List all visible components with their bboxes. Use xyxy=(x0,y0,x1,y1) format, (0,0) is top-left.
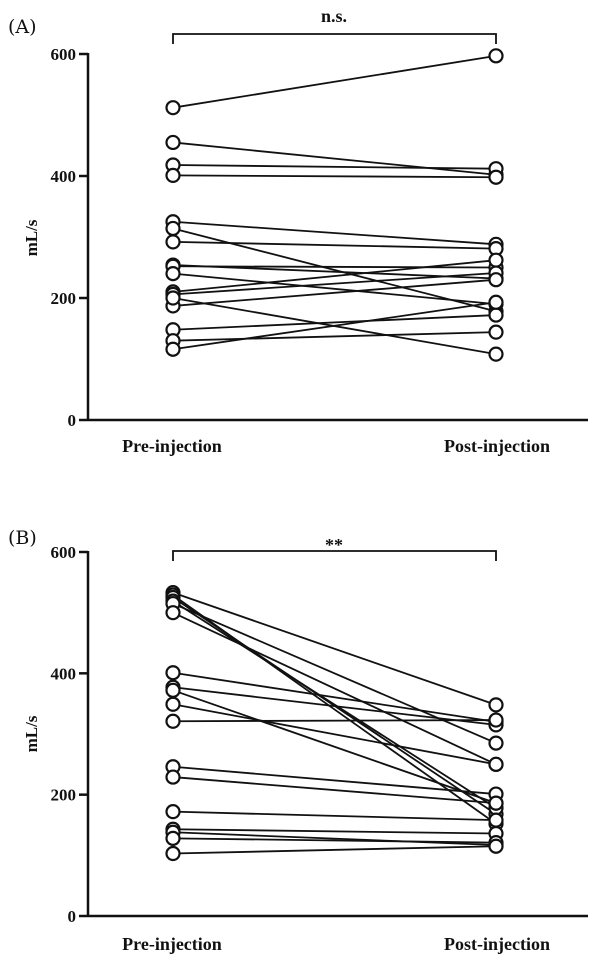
panel-a-pair-line-11 xyxy=(172,272,497,296)
panel-b: (B) mL/s Pre-injection Post-injection **… xyxy=(8,527,588,954)
panel-a-post-point-16 xyxy=(488,346,504,362)
panel-a-pair-line-1 xyxy=(172,141,497,176)
panel-b-significance-label: ** xyxy=(325,535,343,555)
panel-b-y-tick-label-200: 200 xyxy=(51,786,77,805)
panel-b-pre-point-10 xyxy=(165,713,181,729)
panel-a-pair-line-8 xyxy=(172,265,497,269)
panel-a-pair-line-13 xyxy=(172,314,497,331)
panel-b-pair-line-15 xyxy=(172,831,497,846)
panel-b-letter: (B) xyxy=(8,527,37,549)
panel-b-y-tick-label-0: 0 xyxy=(68,907,77,926)
panel-b-pre-point-13 xyxy=(165,804,181,820)
panel-a-y-tick-label-0: 0 xyxy=(68,411,77,430)
panel-b-pair-line-17 xyxy=(172,845,497,855)
panel-b-pair-line-14 xyxy=(172,828,497,835)
panel-b-pair-line-4 xyxy=(172,602,497,744)
panel-a-y-tick-label-600: 600 xyxy=(51,45,77,64)
panel-a-pre-point-3 xyxy=(165,167,181,183)
panel-a-y-axis-label: mL/s xyxy=(22,219,41,256)
panel-b-pair-line-10 xyxy=(172,719,497,723)
panel-b-category-post: Post-injection xyxy=(444,934,550,954)
panel-a-y-tick-label-200: 200 xyxy=(51,289,77,308)
panel-a-pair-line-12 xyxy=(172,278,497,307)
panel-b-category-pre: Pre-injection xyxy=(122,934,222,954)
panel-a-pair-line-16 xyxy=(172,297,497,356)
panel-b-post-point-13 xyxy=(488,812,504,828)
panel-b-pre-point-9 xyxy=(165,696,181,712)
panel-b-marks: 0 200 400 600 xyxy=(51,543,588,926)
panel-b-y-tick-label-600: 600 xyxy=(51,543,77,562)
panel-a-post-point-0 xyxy=(488,48,504,64)
panel-a-post-point-13 xyxy=(488,307,504,323)
panel-a-pair-line-0 xyxy=(172,54,497,109)
panel-a-significance-bracket xyxy=(172,33,497,44)
panel-a-post-point-14 xyxy=(488,324,504,340)
panel-a-pair-line-14 xyxy=(172,331,497,342)
panel-a-post-point-10 xyxy=(488,252,504,268)
panel-b-post-point-4 xyxy=(488,735,504,751)
panel-a-pre-point-16 xyxy=(165,290,181,306)
panel-b-pair-line-8 xyxy=(172,689,497,805)
panel-b-post-point-0 xyxy=(488,697,504,713)
panel-a-pair-line-10 xyxy=(172,259,497,293)
panel-a-pre-point-9 xyxy=(165,266,181,282)
panel-a-pre-point-0 xyxy=(165,100,181,116)
panel-b-post-point-9 xyxy=(488,756,504,772)
panel-a-pre-point-15 xyxy=(165,341,181,357)
panel-b-post-point-17 xyxy=(488,838,504,854)
panel-a-pre-point-1 xyxy=(165,134,181,151)
panel-a-significance-label: n.s. xyxy=(321,6,347,26)
panel-a-pair-line-9 xyxy=(172,272,497,305)
panel-b-pair-line-6 xyxy=(172,671,497,723)
panel-b-pre-point-8 xyxy=(165,682,181,698)
panel-a-category-pre: Pre-injection xyxy=(122,436,222,456)
panel-a-letter: (A) xyxy=(8,16,37,38)
panel-a-marks: 0 200 400 600 xyxy=(51,33,588,430)
panel-b-post-point-10 xyxy=(488,712,504,728)
panel-b-pair-line-12 xyxy=(172,776,497,805)
panel-a-pair-line-4 xyxy=(172,220,497,246)
panel-a-post-point-15 xyxy=(488,294,504,310)
panel-a-pre-point-5 xyxy=(165,220,181,237)
panel-b-y-tick-label-400: 400 xyxy=(51,664,77,683)
panel-b-pair-line-16 xyxy=(172,837,497,844)
panel-b-pair-line-13 xyxy=(172,810,497,822)
panel-a-pair-line-6 xyxy=(172,240,497,250)
panel-b-pre-point-12 xyxy=(165,769,181,785)
panel-b-pre-point-6 xyxy=(165,665,181,681)
panel-a-post-point-3 xyxy=(488,169,504,185)
panel-b-pair-line-3 xyxy=(172,600,497,809)
panel-b-pre-point-16 xyxy=(165,830,181,846)
panel-a-post-point-12 xyxy=(488,272,504,288)
panel-a: (A) mL/s Pre-injection Post-injection n.… xyxy=(8,6,588,456)
panel-b-post-point-12 xyxy=(488,795,504,811)
panel-a-y-tick-label-400: 400 xyxy=(51,167,77,186)
panel-a-pre-point-6 xyxy=(165,234,181,250)
panel-a-pair-line-3 xyxy=(172,174,497,179)
panel-b-pre-point-5 xyxy=(165,605,181,621)
panel-b-pair-line-5 xyxy=(172,611,497,766)
panel-b-pre-point-17 xyxy=(165,845,181,862)
panel-b-pair-line-0 xyxy=(172,591,497,706)
panel-b-significance-bracket xyxy=(172,550,497,561)
panel-a-category-post: Post-injection xyxy=(444,436,550,456)
panel-b-pair-line-7 xyxy=(172,686,497,726)
panel-b-pair-line-11 xyxy=(172,765,497,795)
panel-b-y-axis-label: mL/s xyxy=(22,715,41,752)
panel-a-pair-line-2 xyxy=(172,164,497,170)
panel-b-pair-line-9 xyxy=(172,703,497,766)
